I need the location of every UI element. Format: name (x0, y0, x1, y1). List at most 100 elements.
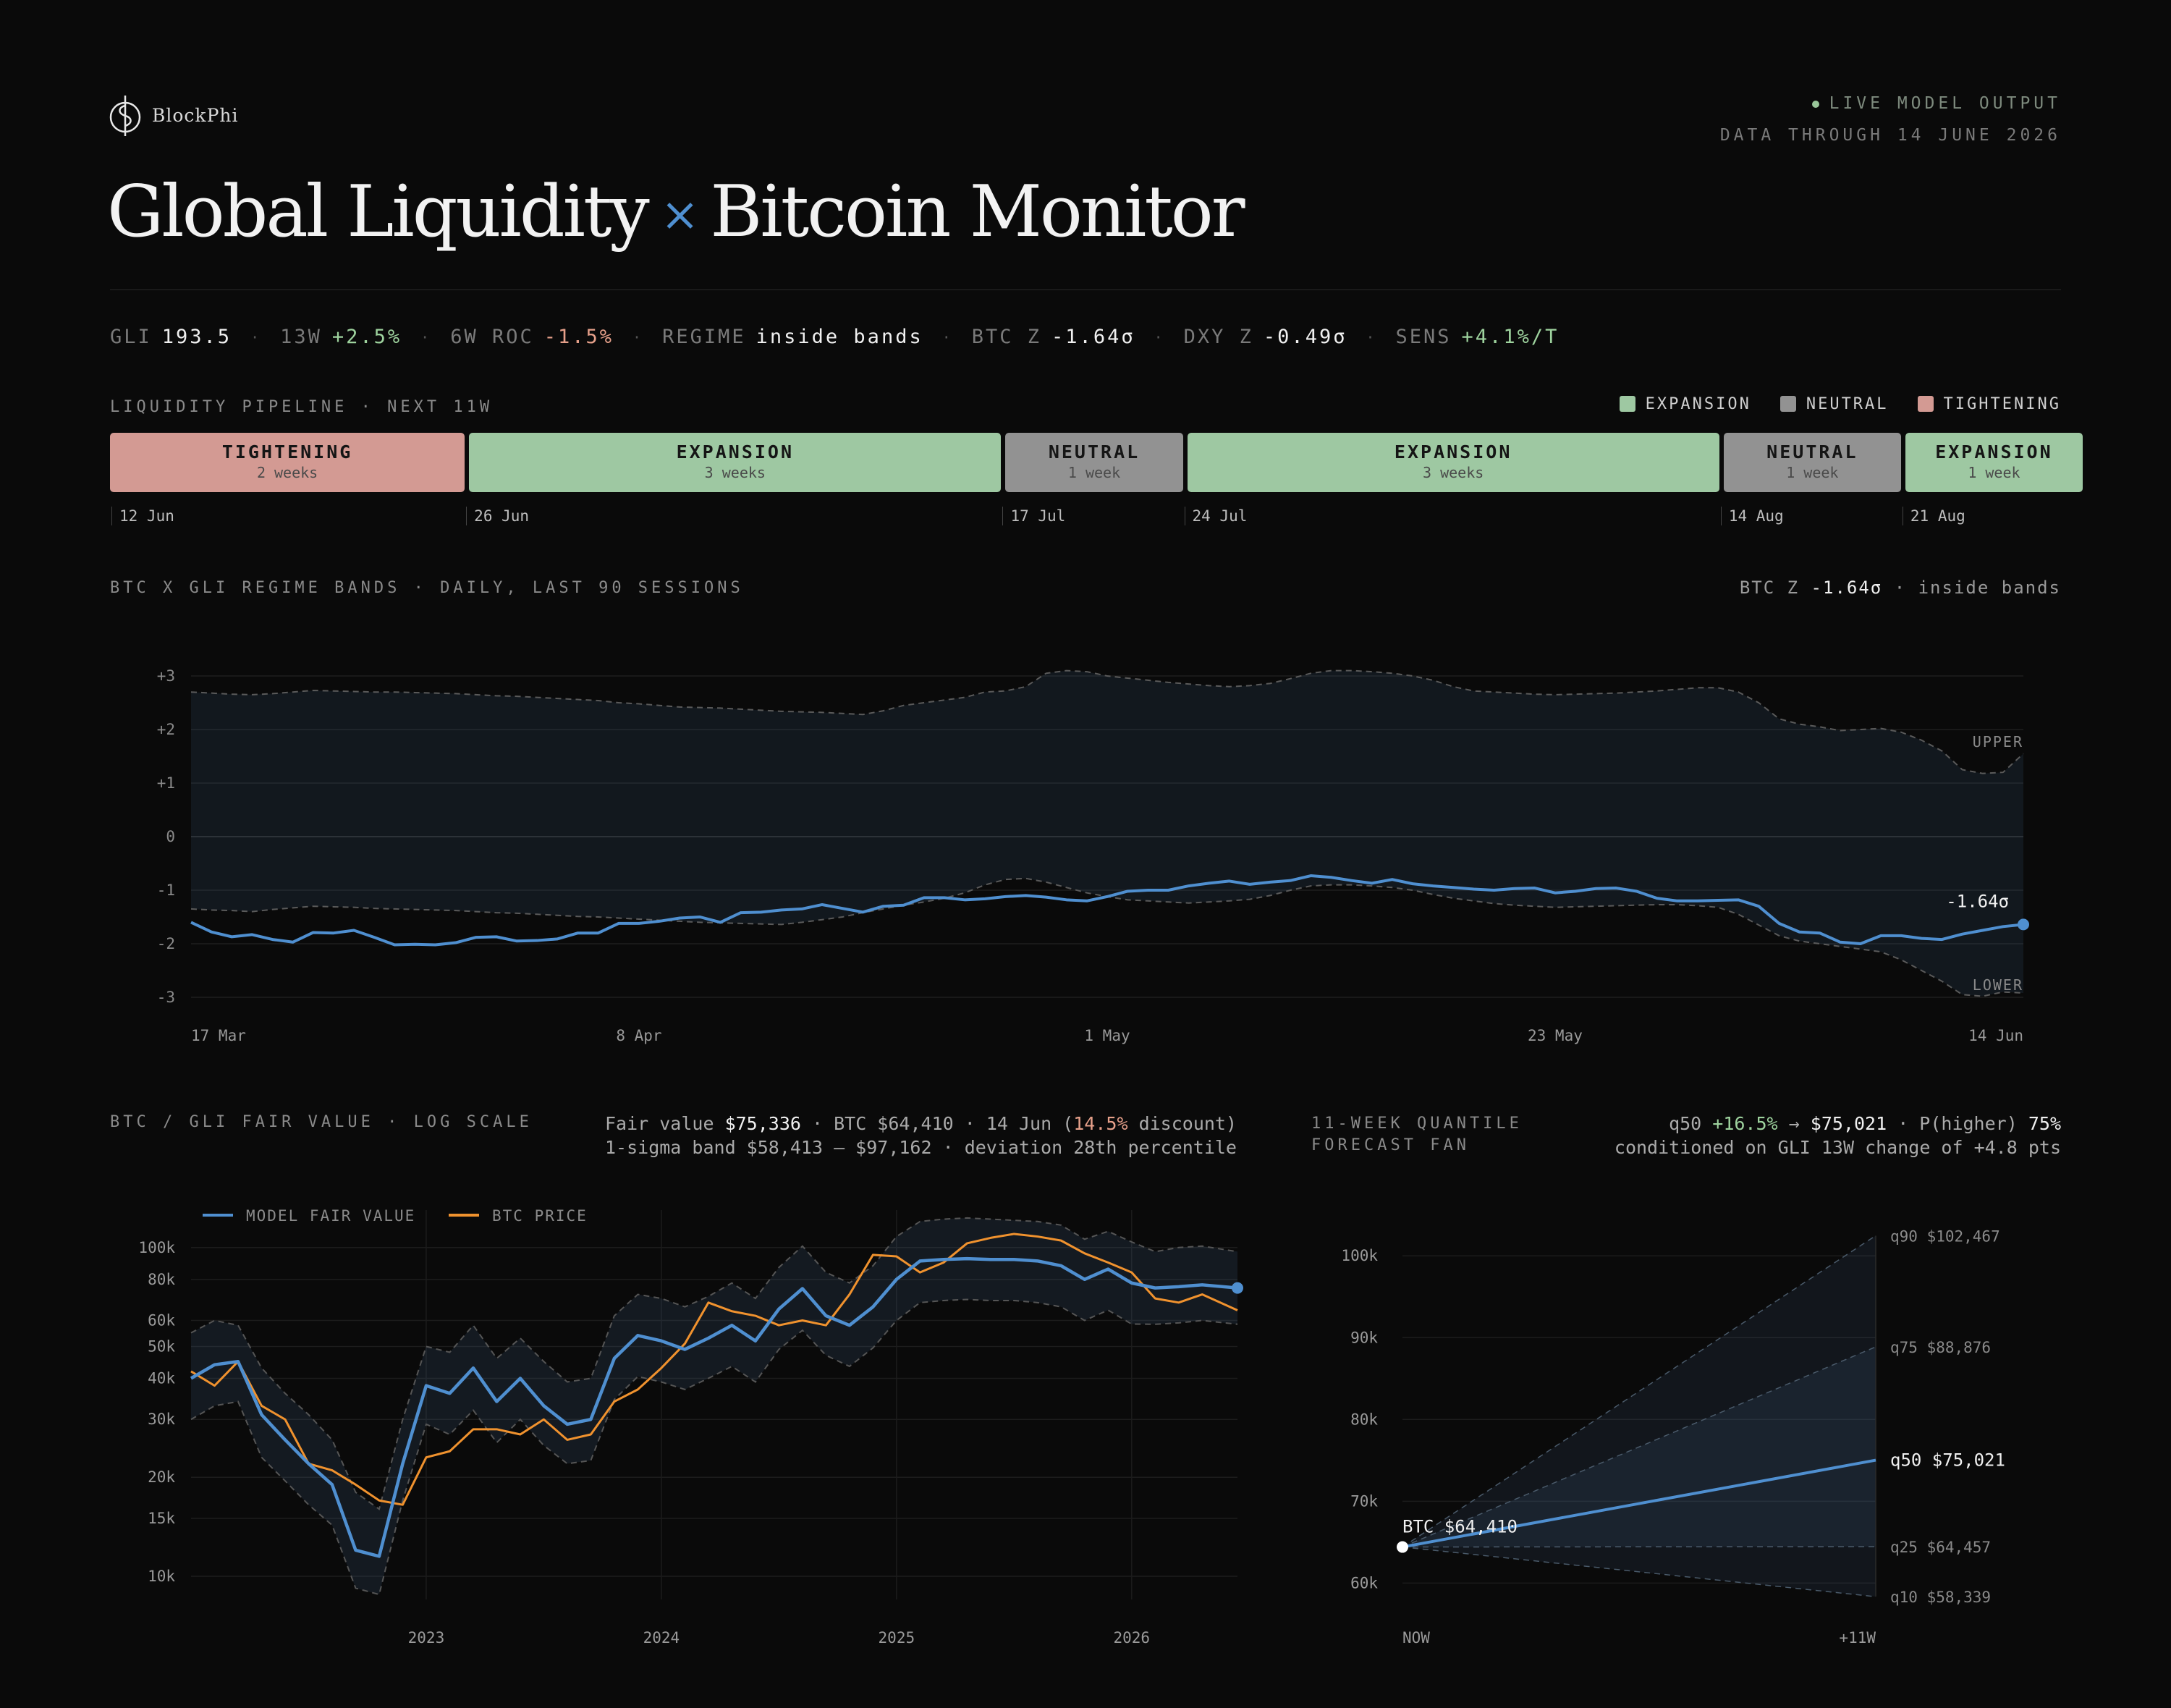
start-value-label: BTC $64,410 (1402, 1517, 1518, 1537)
stat-regime: REGIME inside bands (662, 326, 923, 348)
regime-status: BTC Z -1.64σ · inside bands (1740, 578, 2061, 598)
y-tick-label: 80k (1350, 1411, 1378, 1428)
y-tick-label: 90k (1350, 1329, 1378, 1346)
fc-q50-pct: +16.5% (1712, 1113, 1778, 1134)
regime-status-key: BTC Z (1739, 578, 1800, 598)
legend-swatch (1619, 396, 1635, 412)
quantile-edge-q90 (1402, 1235, 1876, 1548)
x-tick-label: 14 Jun (1968, 1027, 2023, 1044)
title-left: Global Liquidity (107, 171, 650, 253)
band-lower-line (190, 1298, 1238, 1596)
btc-price-line (190, 1233, 1238, 1506)
fv-mid: · BTC $64,410 · 14 Jun ( (812, 1113, 1074, 1134)
fc-prob-label: · P(higher) (1897, 1113, 2018, 1134)
stat-value: inside bands (756, 326, 923, 348)
forecast-title-line1: 11-WEEK QUANTILE (1311, 1115, 1523, 1133)
stat-key: 6W ROC (450, 326, 534, 348)
pipeline-block-tightening: TIGHTENING 2 weeks (110, 433, 465, 492)
stat-key: SENS (1395, 326, 1452, 348)
pipeline-block-neutral: NEUTRAL 1 week (1005, 433, 1183, 492)
x-tick-label: 23 May (1528, 1027, 1583, 1044)
brand-name: BlockPhi (152, 104, 239, 126)
x-tick-label: 2026 (1113, 1629, 1150, 1646)
stat-value: -0.49σ (1263, 326, 1347, 348)
start-marker (1397, 1541, 1408, 1553)
fair-value-summary: Fair value $75,336 · BTC $64,410 · 14 Ju… (605, 1112, 1237, 1159)
stat-separator: · (941, 328, 953, 346)
stat-btc-z: BTC Z -1.64σ (972, 326, 1135, 348)
fc-condition: conditioned on GLI 13W change of +4.8 pt… (1614, 1137, 2061, 1158)
fv-post: discount) (1138, 1113, 1237, 1134)
regime-title: BTC X GLI REGIME BANDS · DAILY, LAST 90 … (110, 579, 744, 597)
pipeline-block-name: EXPANSION (1935, 441, 2053, 462)
y-tick-label: -2 (157, 935, 175, 952)
pipeline-block-neutral: NEUTRAL 1 week (1723, 433, 1901, 492)
y-tick-label: -1 (157, 882, 175, 899)
legend-label: NEUTRAL (1806, 395, 1889, 413)
brand-mark-icon (109, 96, 141, 136)
y-tick-label: -3 (157, 989, 175, 1006)
q50-line (1402, 1458, 1876, 1549)
legend-btc-label: BTC PRICE (492, 1207, 588, 1225)
pipeline-block-duration: 1 week (1968, 464, 2020, 481)
stat-separator: · (1154, 328, 1165, 346)
pipeline-block-name: NEUTRAL (1766, 441, 1858, 462)
stat-6w-roc: 6W ROC -1.5% (450, 326, 614, 348)
live-status: LIVE MODEL OUTPUT (1811, 94, 2061, 113)
live-label: LIVE MODEL OUTPUT (1829, 94, 2061, 113)
quantile-label-q25: q25 $64,457 (1890, 1539, 1991, 1556)
x-tick-label: 2024 (643, 1629, 680, 1646)
band-upper-line (190, 1217, 1238, 1510)
live-dot-icon (1811, 100, 1819, 108)
fc-q50-value: $75,021 (1810, 1113, 1887, 1134)
stat-sens: SENS +4.1%/T (1396, 326, 1560, 348)
header-divider (110, 289, 2061, 290)
fair-value-end-marker (1232, 1282, 1243, 1294)
title-separator: × (660, 188, 700, 242)
y-tick-label: 50k (148, 1337, 175, 1355)
fan-inner-band (1402, 1346, 1876, 1547)
last-value-label: -1.64σ (1946, 891, 2009, 911)
pipeline-block-expansion: EXPANSION 3 weeks (469, 433, 1002, 492)
lower-band-label: LOWER (1973, 976, 2023, 994)
regime-status-value: -1.64σ (1811, 578, 1883, 598)
title-right: Bitcoin Monitor (710, 171, 1245, 253)
upper-band-line (190, 669, 2024, 774)
y-tick-label: 15k (148, 1510, 175, 1527)
stat-separator: · (632, 328, 644, 346)
legend-label: EXPANSION (1645, 395, 1751, 413)
pipeline-block-duration: 1 week (1067, 464, 1121, 481)
x-tick-label: 2025 (879, 1629, 915, 1646)
stat-key: 13W (280, 326, 322, 348)
legend-label: TIGHTENING (1943, 395, 2061, 413)
fc-arrow: → (1788, 1113, 1800, 1134)
legend-swatch (1779, 396, 1796, 412)
stat-key: DXY Z (1183, 326, 1253, 348)
quantile-label-q50: q50 $75,021 (1890, 1450, 2005, 1471)
x-tick-label: +11W (1839, 1629, 1876, 1646)
pipeline-block-name: NEUTRAL (1048, 441, 1140, 462)
stat-value: +4.1%/T (1461, 326, 1560, 348)
fv-label: Fair value (605, 1113, 714, 1134)
fair-value-line (190, 1256, 1238, 1558)
x-tick-label: 17 Mar (191, 1027, 246, 1044)
pipeline-date: 24 Jul (1184, 507, 1247, 525)
y-tick-label: +1 (157, 774, 175, 792)
stat-value: +2.5% (331, 326, 402, 348)
pipeline-block-name: EXPANSION (676, 441, 795, 462)
y-tick-label: 100k (138, 1239, 175, 1256)
y-tick-label: 10k (148, 1568, 175, 1585)
forecast-title-line2: FORECAST FAN (1311, 1136, 1470, 1154)
stat-gli: GLI 193.5 (110, 326, 232, 348)
pipeline-date: 21 Aug (1902, 507, 1965, 525)
quantile-edge-q75 (1402, 1346, 1876, 1548)
stat-dxy-z: DXY Z -0.49σ (1184, 326, 1347, 348)
quantile-label-q90: q90 $102,467 (1890, 1227, 2000, 1245)
lower-band-line (190, 877, 2024, 997)
x-tick-label: 2023 (408, 1629, 445, 1646)
legend-item-neutral: NEUTRAL (1779, 395, 1889, 413)
quantile-label-q10: q10 $58,339 (1890, 1589, 1991, 1606)
